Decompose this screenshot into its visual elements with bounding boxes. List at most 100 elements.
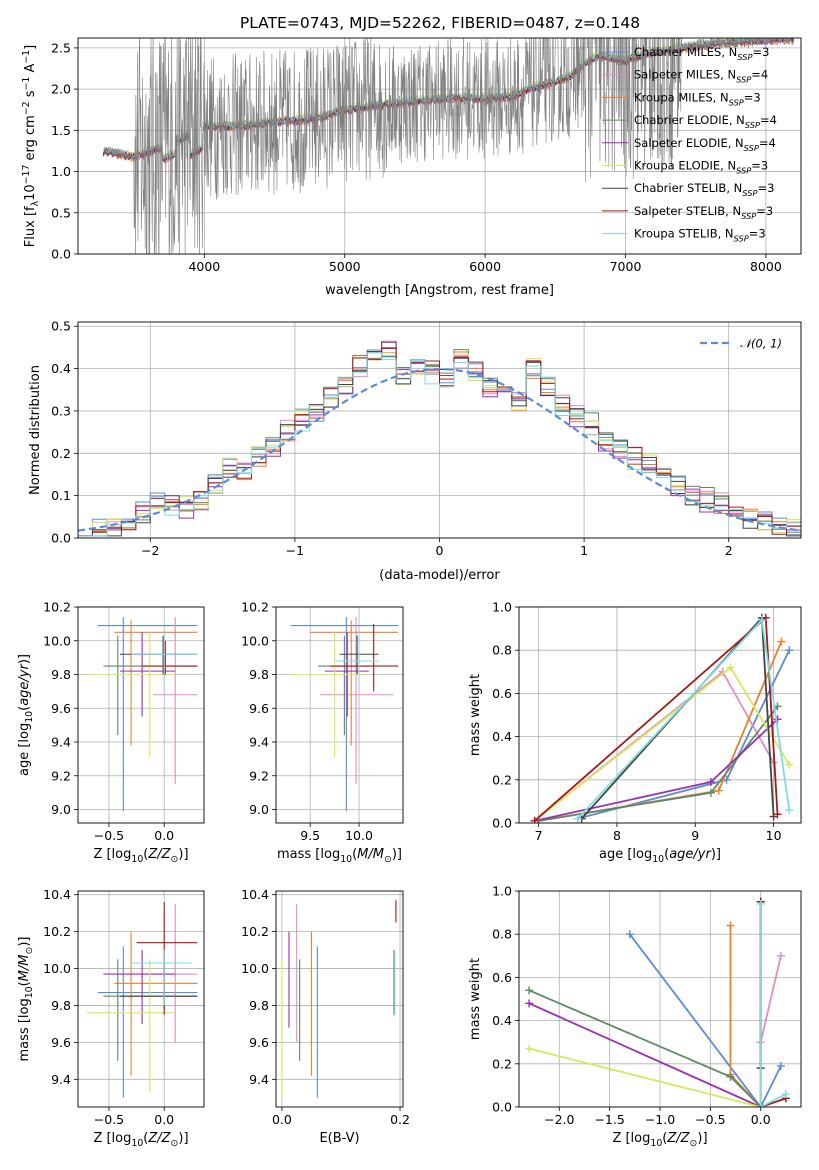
tick-label-x: 7000 bbox=[610, 259, 642, 274]
tick-label-y: 2.0 bbox=[51, 82, 71, 97]
axes-frame bbox=[518, 890, 802, 1108]
tick-label-x: 9 bbox=[691, 828, 699, 843]
weight-line-chabrier-elodie bbox=[528, 989, 762, 1107]
tick-label-y: 0.5 bbox=[51, 205, 71, 220]
x-axis-label: E(B-V) bbox=[319, 1131, 359, 1146]
y-axis-label: age [log10(age/yr)] bbox=[17, 654, 35, 776]
weight-line-kroupa-elodie-marker bbox=[726, 663, 735, 672]
weight-line-kroupa-elodie-marker bbox=[785, 760, 794, 769]
weight-line-chabrier-miles bbox=[629, 933, 782, 1107]
legend-entry: Salpeter MILES, NSSP=4 bbox=[634, 68, 768, 85]
plot-area-age-mass bbox=[290, 617, 399, 812]
x-axis-label: age [log10(age/yr)] bbox=[599, 847, 721, 865]
plot-area-mass-Z bbox=[86, 902, 198, 1098]
legend-entry: Chabrier MILES, NSSP=3 bbox=[634, 45, 769, 62]
weight-line-kroupa-elodie-marker bbox=[525, 1044, 534, 1053]
tick-label-x: 0.0 bbox=[154, 828, 174, 843]
plot-area-residuals bbox=[78, 340, 801, 537]
weight-line-chabrier-miles-marker bbox=[625, 930, 634, 939]
legend-entry: 𝒩(0, 1) bbox=[740, 337, 782, 351]
weight-line-kroupa-stelib-marker bbox=[573, 814, 582, 823]
tick-label-y: 10.2 bbox=[43, 924, 71, 939]
tick-label-x: −1.0 bbox=[645, 1112, 675, 1127]
x-axis-label: (data-model)/error bbox=[379, 568, 500, 583]
plot-area-weight-Z bbox=[525, 897, 790, 1107]
tick-label-y: 10.4 bbox=[43, 887, 71, 902]
tick-label-x: 8 bbox=[613, 828, 621, 843]
plot-area-spectrum bbox=[102, 38, 795, 254]
tick-label-y: 9.8 bbox=[51, 998, 71, 1013]
weight-line-salpeter-stelib bbox=[534, 615, 779, 822]
weight-line-salpeter-stelib-marker bbox=[773, 810, 782, 819]
weight-line-kroupa-stelib bbox=[759, 903, 787, 1107]
tick-label-y: 9.8 bbox=[249, 998, 269, 1013]
weight-line-chabrier-miles-marker bbox=[785, 646, 794, 655]
y-axis-label: mass weight bbox=[468, 674, 483, 756]
legend-entry: Salpeter ELODIE, NSSP=4 bbox=[634, 136, 776, 153]
tick-label-x: 0.0 bbox=[272, 1112, 292, 1127]
legend-entry: Salpeter STELIB, NSSP=3 bbox=[634, 204, 773, 221]
axes-frame bbox=[77, 890, 205, 1108]
tick-label-y: 0.2 bbox=[492, 772, 512, 787]
legend-entry: Kroupa STELIB, NSSP=3 bbox=[634, 227, 766, 244]
tick-label-y: 2.5 bbox=[51, 40, 71, 55]
tick-label-x: −0.5 bbox=[94, 828, 124, 843]
legend-entry: Chabrier ELODIE, NSSP=4 bbox=[634, 113, 777, 130]
weight-line-salpeter-stelib-marker bbox=[530, 816, 539, 823]
y-axis-label: mass weight bbox=[468, 958, 483, 1040]
figure-title: PLATE=0743, MJD=52262, FIBERID=0487, z=0… bbox=[240, 14, 640, 32]
tick-label-x: −2.0 bbox=[544, 1112, 574, 1127]
axes-frame bbox=[77, 321, 802, 539]
panel-age-mass: 9.5 10.0 9.0 9.2 9.4 9.6 9.8 10.0 10.2 mass [log1… bbox=[241, 600, 404, 865]
tick-label-y: 10.2 bbox=[241, 600, 269, 615]
tick-label-x: −1.5 bbox=[594, 1112, 624, 1127]
tick-label-y: 9.6 bbox=[51, 1035, 71, 1050]
tick-label-x: 9.5 bbox=[300, 828, 320, 843]
legend: 𝒩(0, 1) bbox=[700, 337, 782, 351]
tick-label-y: 9.0 bbox=[51, 802, 71, 817]
tick-label-y: 1.0 bbox=[492, 884, 512, 899]
tick-label-y: 1.0 bbox=[51, 164, 71, 179]
tick-label-x: 0 bbox=[436, 543, 444, 558]
weight-line-chabrier-miles-marker bbox=[776, 1061, 785, 1070]
axes-frame bbox=[275, 890, 404, 1108]
legend-entry: Chabrier STELIB, NSSP=3 bbox=[634, 181, 774, 198]
tick-label-x: −1 bbox=[286, 543, 304, 558]
weight-line-kroupa-stelib-marker bbox=[785, 806, 794, 815]
weight-line-chabrier-elodie-marker bbox=[525, 986, 534, 995]
tick-label-y: 9.4 bbox=[51, 1072, 71, 1087]
weight-line-chabrier-elodie-marker bbox=[726, 1072, 735, 1081]
tick-label-x: 0.2 bbox=[390, 1112, 410, 1127]
tick-label-y: 0.6 bbox=[492, 970, 512, 985]
x-axis-label: Z [log10(Z/Z⊙)] bbox=[612, 1131, 707, 1149]
tick-label-y: 0.6 bbox=[492, 686, 512, 701]
tick-label-y: 9.2 bbox=[249, 768, 269, 783]
tick-label-x: 2 bbox=[725, 543, 733, 558]
y-axis-label: Normed distribution bbox=[28, 365, 43, 495]
tick-label-y: 0.2 bbox=[492, 1056, 512, 1071]
y-axis-label: Flux [fλ10−17 erg cm−2 s−1 A−1] bbox=[21, 45, 41, 247]
tick-label-y: 9.4 bbox=[249, 735, 269, 750]
tick-label-y: 0.2 bbox=[51, 446, 71, 461]
tick-label-y: 10.0 bbox=[241, 633, 269, 648]
tick-label-y: 10.0 bbox=[43, 633, 71, 648]
tick-label-y: 0.4 bbox=[492, 729, 512, 744]
tick-label-y: 10.4 bbox=[241, 887, 269, 902]
tick-label-y: 9.4 bbox=[51, 735, 71, 750]
tick-label-y: 0.5 bbox=[51, 319, 71, 334]
weight-line-kroupa-elodie bbox=[528, 1047, 761, 1107]
tick-label-y: 0.0 bbox=[492, 1100, 512, 1115]
weight-line-kroupa-miles-marker bbox=[726, 921, 735, 930]
weight-line-salpeter-elodie-marker bbox=[706, 777, 715, 786]
weight-line-chabrier-elodie-marker bbox=[706, 788, 715, 797]
tick-label-x: 8000 bbox=[750, 259, 782, 274]
tick-label-y: 9.2 bbox=[51, 768, 71, 783]
tick-label-y: 0.0 bbox=[51, 531, 71, 546]
plot-area-weight-age bbox=[530, 613, 794, 823]
tick-label-y: 0.8 bbox=[492, 643, 512, 658]
tick-label-y: 9.4 bbox=[249, 1072, 269, 1087]
tick-label-x: −0.5 bbox=[695, 1112, 725, 1127]
weight-line-kroupa-stelib-marker bbox=[781, 1090, 790, 1099]
tick-label-x: −2 bbox=[141, 543, 159, 558]
